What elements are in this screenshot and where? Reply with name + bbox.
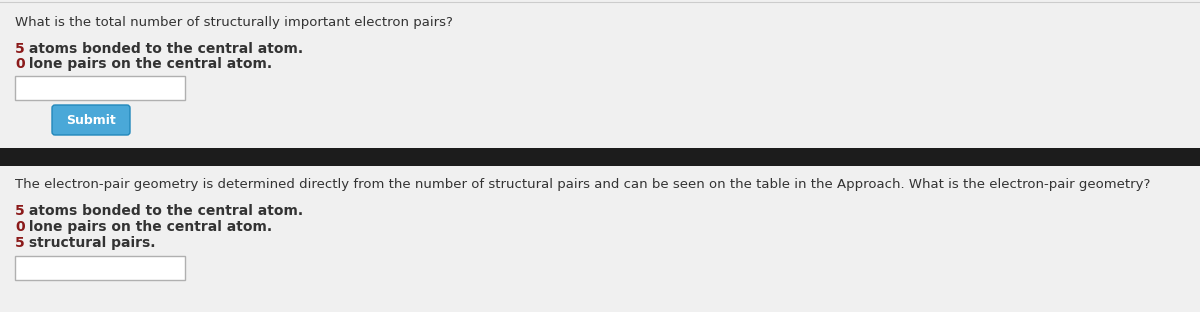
Text: 5: 5 bbox=[14, 204, 25, 218]
Bar bbox=[0, 148, 1200, 166]
Text: What is the total number of structurally important electron pairs?: What is the total number of structurally… bbox=[14, 16, 452, 29]
Bar bbox=[0, 166, 1200, 312]
Text: 0: 0 bbox=[14, 57, 25, 71]
Bar bbox=[14, 256, 185, 280]
Text: atoms bonded to the central atom.: atoms bonded to the central atom. bbox=[24, 204, 304, 218]
Text: The electron-pair geometry is determined directly from the number of structural : The electron-pair geometry is determined… bbox=[14, 178, 1151, 191]
Text: 5: 5 bbox=[14, 42, 25, 56]
Text: 0: 0 bbox=[14, 220, 25, 234]
Text: structural pairs.: structural pairs. bbox=[24, 236, 156, 250]
Bar bbox=[14, 76, 185, 100]
Text: lone pairs on the central atom.: lone pairs on the central atom. bbox=[24, 220, 272, 234]
Bar bbox=[0, 0, 1200, 148]
Text: Submit: Submit bbox=[66, 114, 116, 126]
Text: lone pairs on the central atom.: lone pairs on the central atom. bbox=[24, 57, 272, 71]
FancyBboxPatch shape bbox=[52, 105, 130, 135]
Text: 5: 5 bbox=[14, 236, 25, 250]
Text: atoms bonded to the central atom.: atoms bonded to the central atom. bbox=[24, 42, 304, 56]
